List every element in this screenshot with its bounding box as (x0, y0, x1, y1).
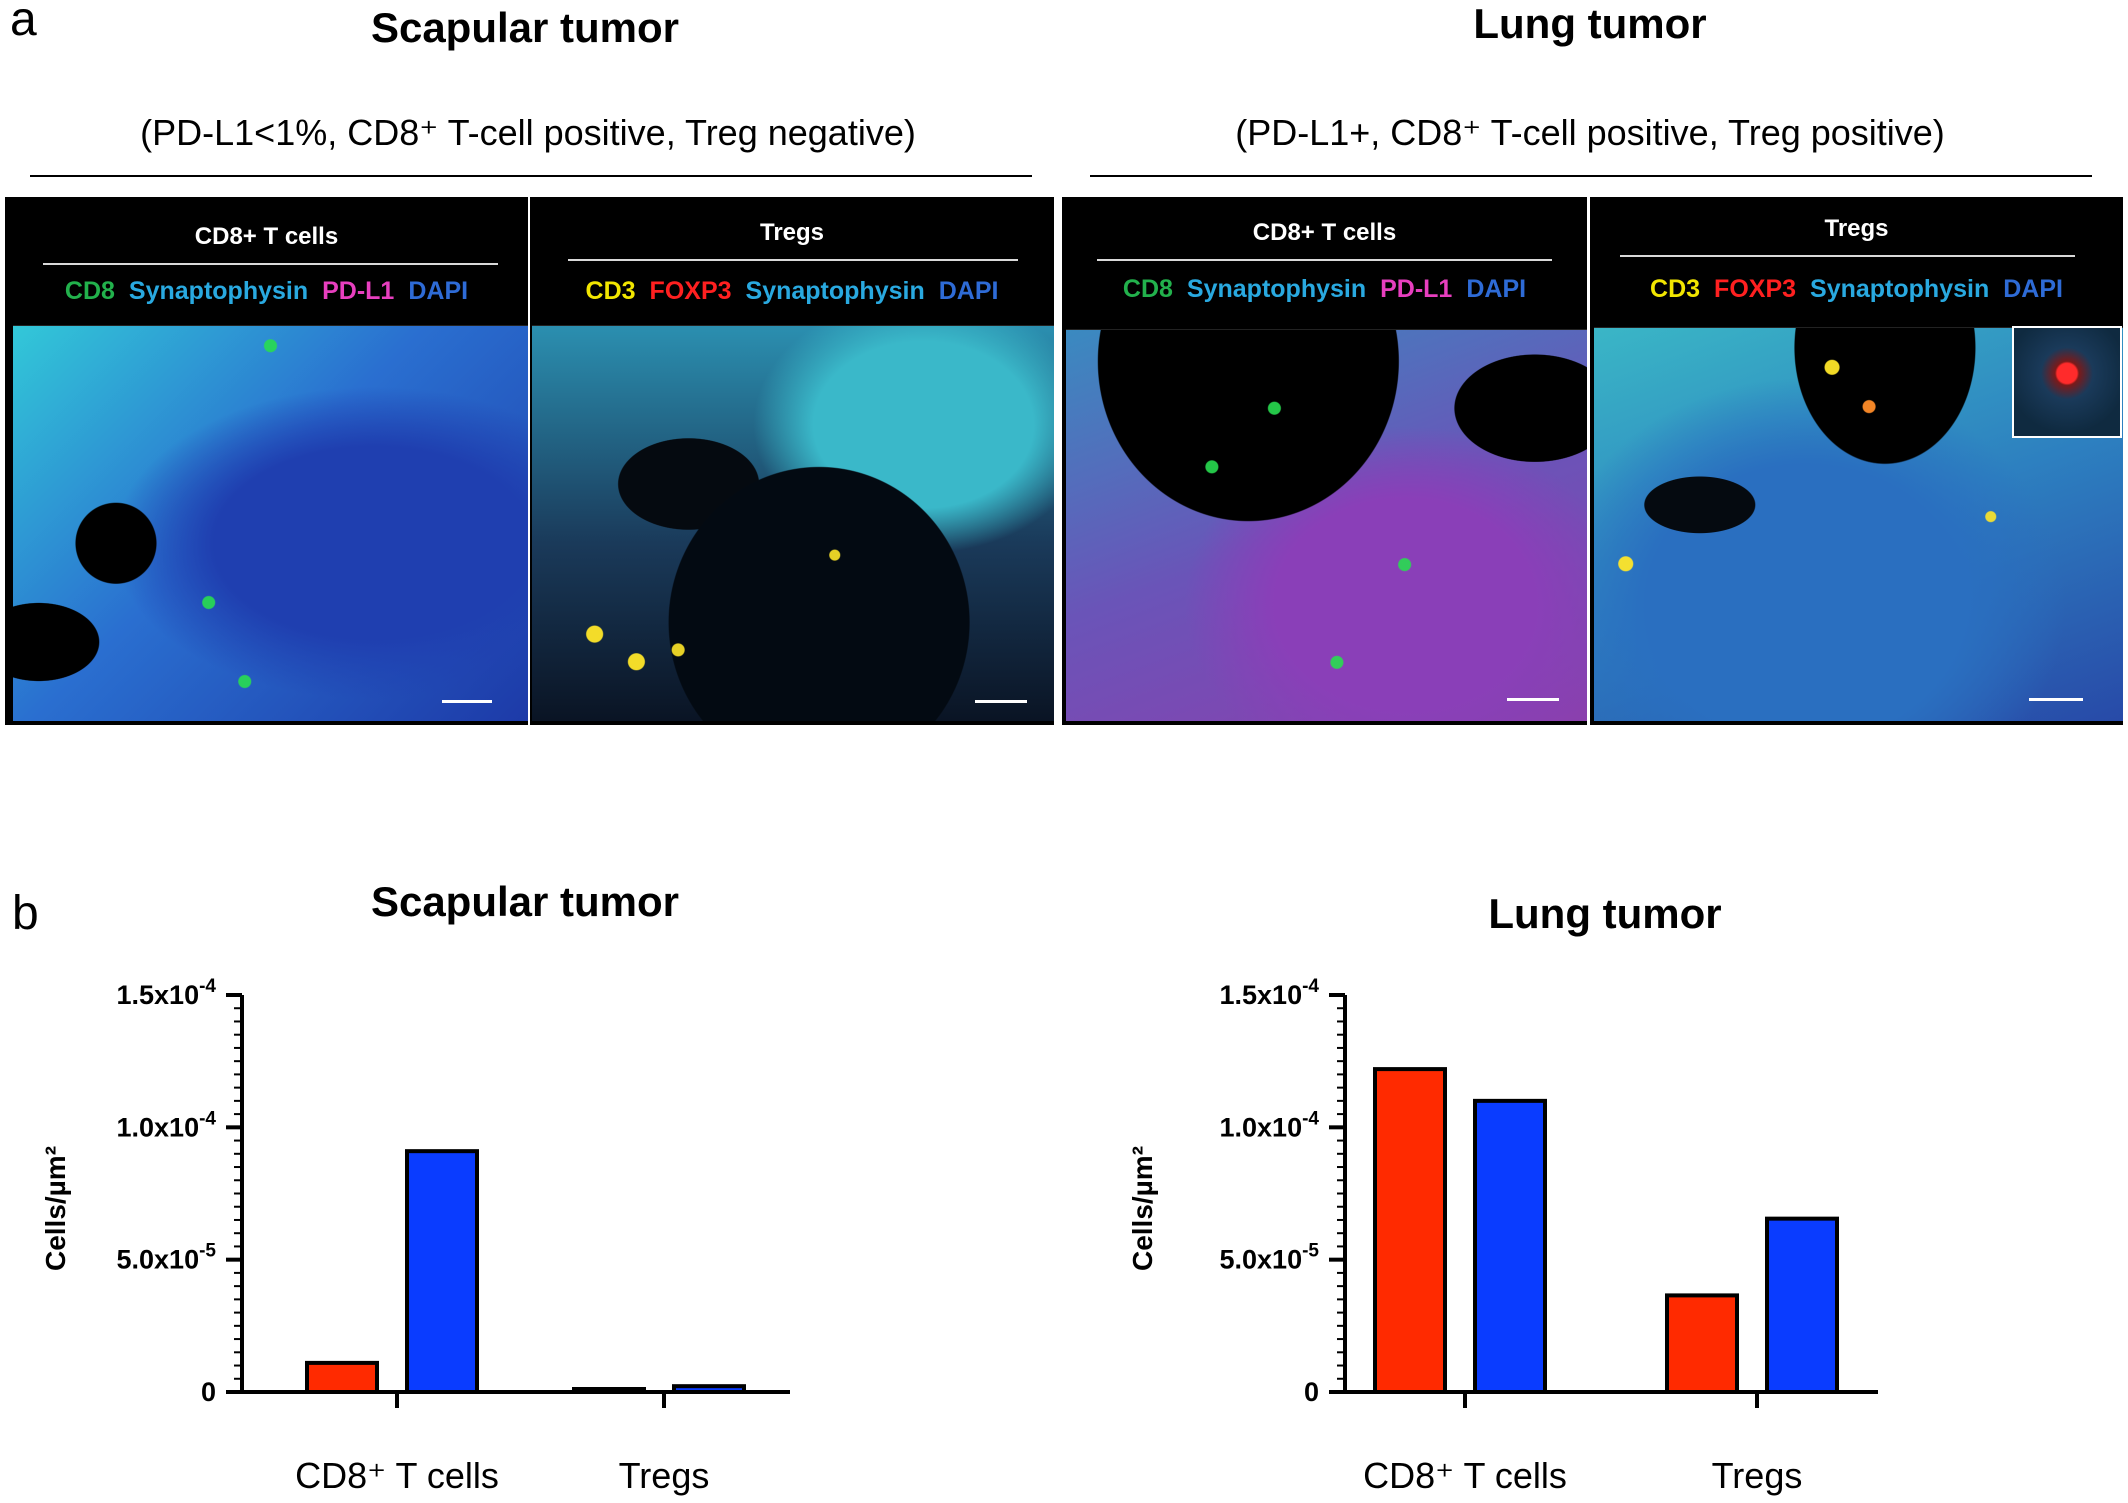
y-tick-label: 5.0x10-5 (117, 1241, 217, 1275)
micrograph (13, 325, 528, 721)
image-header: Tregs (759, 219, 825, 246)
legend-cd8: CD8 (64, 277, 115, 305)
panel-a-letter: a (10, 0, 37, 46)
legend-foxp3: FOXP3 (1714, 275, 1797, 303)
image-header: CD8+ T cells (194, 223, 339, 250)
legend-dapi: DAPI (408, 277, 469, 305)
bar (1473, 1098, 1547, 1395)
scapular-image-title: Scapular tumor (370, 4, 680, 51)
y-tick-label: 5.0x10-5 (1220, 1241, 1320, 1275)
y-tick-label: 1.0x10-4 (117, 1108, 217, 1142)
image-header-rule (1620, 255, 2075, 257)
scale-bar (2029, 698, 2083, 701)
scapular-divider (30, 175, 1032, 177)
legend-cd8: CD8 (1122, 275, 1173, 303)
stain-legend: CD8 Synaptophysin PD-L1 DAPI (5, 277, 528, 306)
x-tick-label: Tregs (1712, 1455, 1803, 1496)
legend-pdl1: PD-L1 (322, 277, 395, 305)
image-scapular-cd8: CD8+ T cells CD8 Synaptophysin PD-L1 DAPI (5, 197, 528, 725)
legend-dapi: DAPI (1466, 275, 1527, 303)
x-tick-label: CD8⁺ T cells (295, 1455, 499, 1496)
legend-synaptophysin: Synaptophysin (1186, 275, 1367, 303)
legend-synaptophysin: Synaptophysin (1810, 275, 1990, 303)
stain-legend: CD3 FOXP3 Synaptophysin DAPI (1590, 275, 2123, 304)
bar (572, 1387, 646, 1394)
y-tick-label: 1.5x10-4 (117, 976, 217, 1010)
y-axis-label: Cells/µm² (40, 1146, 71, 1271)
image-lung-cd8: CD8+ T cells CD8 Synaptophysin PD-L1 DAPI (1062, 197, 1587, 725)
image-header-rule (1097, 259, 1552, 261)
legend-dapi: DAPI (938, 277, 999, 305)
panel-b-letter: b (12, 887, 39, 940)
legend-pdl1: PD-L1 (1380, 275, 1453, 303)
legend-cd3: CD3 (1650, 275, 1701, 303)
lung-image-subtitle: (PD-L1+, CD8⁺ T-cell positive, Treg posi… (1235, 112, 1945, 153)
image-lung-tregs: Tregs CD3 FOXP3 Synaptophysin DAPI (1590, 197, 2123, 725)
scale-bar (442, 700, 492, 703)
bar (305, 1360, 379, 1395)
y-tick-label: 0 (201, 1377, 216, 1407)
image-header: CD8+ T cells (1252, 219, 1397, 246)
inset-zoom (2012, 326, 2122, 438)
image-header-rule (568, 259, 1018, 261)
bar (405, 1149, 479, 1394)
micrograph (1066, 329, 1587, 721)
scale-bar (1507, 698, 1559, 701)
bar (1765, 1216, 1839, 1394)
image-header: Tregs (1824, 215, 1889, 242)
scapular-chart-title: Scapular tumor (370, 878, 680, 925)
legend-synaptophysin: Synaptophysin (745, 277, 925, 305)
stain-legend: CD3 FOXP3 Synaptophysin DAPI (530, 277, 1054, 306)
y-tick-label: 0 (1304, 1377, 1319, 1407)
scapular-image-subtitle: (PD-L1<1%, CD8⁺ T-cell positive, Treg ne… (140, 112, 916, 153)
image-header-rule (43, 263, 498, 265)
stain-legend: CD8 Synaptophysin PD-L1 DAPI (1062, 275, 1587, 304)
bar (1373, 1067, 1447, 1395)
x-tick-label: Tregs (619, 1455, 710, 1496)
bar (1665, 1293, 1739, 1394)
bar (672, 1384, 746, 1395)
y-tick-label: 1.0x10-4 (1220, 1108, 1320, 1142)
scale-bar (975, 700, 1027, 703)
lung-chart-title: Lung tumor (1488, 890, 1722, 937)
image-scapular-tregs: Tregs CD3 FOXP3 Synaptophysin DAPI (530, 197, 1054, 725)
legend-synaptophysin: Synaptophysin (128, 277, 309, 305)
lung-divider (1090, 175, 2092, 177)
x-tick-label: CD8⁺ T cells (1363, 1455, 1567, 1496)
legend-cd3: CD3 (585, 277, 636, 305)
y-axis-label: Cells/µm² (1127, 1146, 1158, 1271)
legend-dapi: DAPI (2003, 275, 2063, 303)
micrograph (532, 325, 1054, 721)
legend-foxp3: FOXP3 (649, 277, 732, 305)
y-tick-label: 1.5x10-4 (1220, 976, 1320, 1010)
lung-image-title: Lung tumor (1473, 0, 1707, 47)
